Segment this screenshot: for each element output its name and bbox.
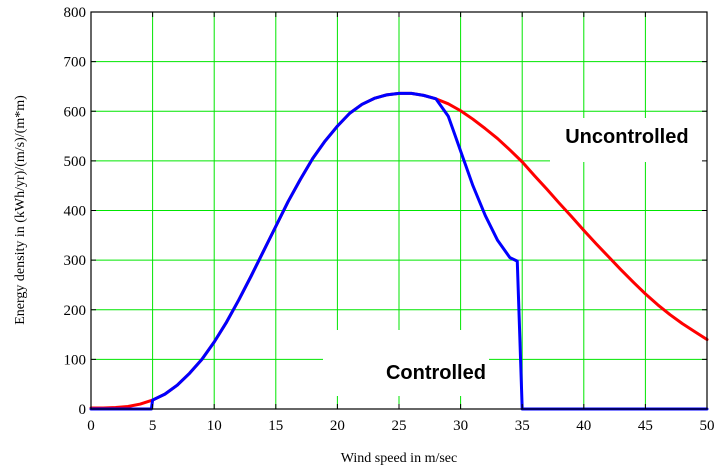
annotation-controlled: Controlled (386, 362, 486, 384)
annotation-backdrop-controlled (323, 330, 489, 396)
y-tick-label: 200 (64, 303, 87, 319)
x-tick-label: 0 (87, 418, 95, 434)
y-axis-title: Energy density in (kWh/yr)/(m/s)/(m*m) (13, 95, 28, 325)
x-tick-label: 35 (515, 418, 530, 434)
annotation-uncontrolled: Uncontrolled (565, 126, 688, 148)
y-tick-label: 100 (64, 352, 87, 368)
y-tick-label: 400 (64, 204, 87, 220)
y-tick-label: 600 (64, 104, 87, 120)
x-axis-title: Wind speed in m/sec (341, 451, 457, 466)
y-tick-label: 800 (64, 5, 87, 21)
x-tick-label: 5 (149, 418, 157, 434)
y-tick-label: 700 (64, 55, 87, 71)
y-tick-label: 0 (79, 402, 87, 418)
x-tick-label: 30 (453, 418, 468, 434)
x-tick-label: 15 (268, 418, 283, 434)
x-tick-label: 25 (392, 418, 407, 434)
y-tick-label: 300 (64, 253, 87, 269)
annotation-backdrop-uncontrolled (550, 118, 717, 162)
x-tick-label: 10 (207, 418, 222, 434)
x-tick-label: 40 (576, 418, 591, 434)
axis-ticks (90, 11, 708, 410)
x-tick-label: 50 (700, 418, 715, 434)
tick-labels: 0 5 10 15 20 25 30 35 40 45 5001002003004005006007… (64, 5, 715, 434)
x-tick-label: 20 (330, 418, 345, 434)
x-tick-label: 45 (638, 418, 653, 434)
y-tick-label: 500 (64, 154, 87, 170)
